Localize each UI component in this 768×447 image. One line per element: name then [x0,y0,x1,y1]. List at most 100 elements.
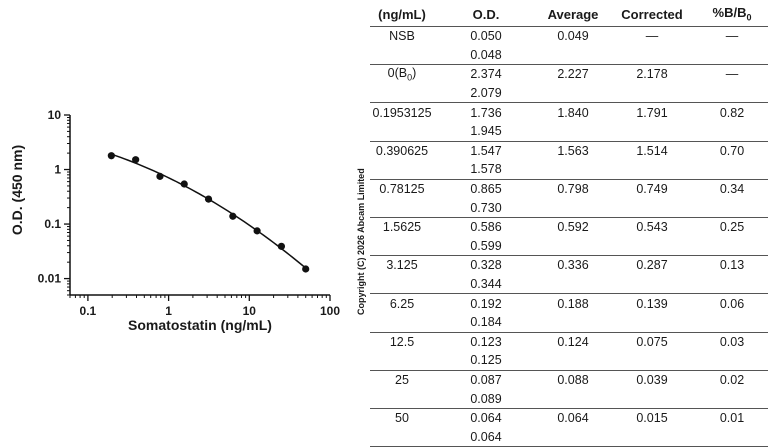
table-row-replicate: 0.344 [370,274,768,295]
cell-empty [538,427,608,447]
cell-od-1: 0.123 [470,334,502,349]
cell-od-2: 2.079 [434,83,538,104]
cell-od-1: 0.328 [470,258,502,273]
table-row-replicate: 0.599 [370,236,768,257]
cell-average: 1.840 [557,105,589,120]
cell-od-1: 1.547 [470,143,502,158]
cell-empty [538,121,608,142]
cell-empty [538,160,608,180]
y-tick-label: 0.01 [38,272,62,286]
y-tick-label: 1 [54,163,61,177]
cell-percent-b-b0: 0.34 [719,182,745,197]
cell-empty [696,45,768,66]
y-tick-label: 0.1 [44,217,61,231]
data-table: (ng/mL) O.D. Average Corrected %B/B0 NSB… [370,2,768,447]
data-point [107,152,115,160]
cell-empty [696,198,768,218]
table-row-replicate: 0.064 [370,427,768,447]
cell-empty [696,312,768,333]
standard-curve-chart: 10 1 0.1 0.01 0.1 1 10 100 Somatostatin (ng/mL)… [0,0,350,446]
table-row: 0.78125 0.865 0.798 0.749 0.34 [370,179,768,198]
table-row: 50 0.064 0.064 0.015 0.01 [370,408,768,427]
data-point [204,195,213,203]
cell-percent-b-b0: 0.03 [719,334,745,349]
table-row: 0.1953125 1.736 1.840 1.791 0.82 [370,103,768,122]
cell-empty [538,236,608,257]
cell-average: 0.049 [557,29,589,44]
header-average: Average [538,2,608,27]
table-row: 1.5625 0.586 0.592 0.543 0.25 [370,217,768,236]
cell-corrected: 0.015 [636,411,668,426]
cell-empty [608,83,696,104]
table-header-row: (ng/mL) O.D. Average Corrected %B/B0 [370,2,768,27]
cell-corrected: 0.749 [636,182,668,197]
cell-empty [370,351,434,371]
cell-corrected: 0.287 [636,258,668,273]
cell-empty [608,198,696,218]
cell-concentration: 0.78125 [379,182,425,197]
cell-corrected: 0.139 [636,296,668,311]
x-tick-label: 0.1 [80,304,97,318]
cell-od-2: 0.089 [434,389,538,409]
cell-od-2: 0.730 [434,198,538,218]
cell-concentration: 6.25 [389,296,415,311]
chart-axes [64,114,331,301]
cell-empty [696,160,768,180]
cell-concentration: NSB [389,29,415,44]
cell-percent-b-b0: 0.70 [719,143,745,158]
table-row: 3.125 0.328 0.336 0.287 0.13 [370,256,768,275]
cell-empty [370,389,434,409]
cell-empty [696,121,768,142]
conc-main: 0(B [387,66,408,81]
table-row: 0(B0) 2.374 2.227 2.178 — [370,65,768,84]
cell-empty [370,83,434,104]
table-row: NSB 0.050 0.049 — — [370,27,768,46]
cell-empty [370,121,434,142]
cell-corrected: 0.543 [636,220,668,235]
data-point [132,156,140,164]
data-point [253,227,261,235]
cell-concentration: 0.1953125 [372,105,432,120]
cell-empty [538,83,608,104]
cell-corrected: 2.178 [636,67,668,82]
cell-empty [696,389,768,409]
table-row-replicate: 1.578 [370,160,768,180]
cell-empty [370,45,434,66]
cell-empty [538,274,608,295]
cell-concentration: 1.5625 [382,220,422,235]
table-row-replicate: 1.945 [370,121,768,142]
cell-empty [608,236,696,257]
cell-empty [370,236,434,257]
cell-corrected: 0.039 [636,372,668,387]
x-tick-label: 1 [165,304,172,318]
header-corrected: Corrected [608,2,696,27]
x-tick-label: 10 [243,304,257,318]
data-point [156,172,164,180]
cell-od-1: 0.586 [470,220,502,235]
data-point [277,242,286,250]
cell-empty [538,45,608,66]
cell-percent-b-b0: — [725,67,739,82]
cell-empty [608,312,696,333]
table-row: 6.25 0.192 0.188 0.139 0.06 [370,294,768,313]
cell-empty [370,427,434,447]
cell-od-1: 0.087 [470,372,502,387]
cell-average: 0.336 [557,258,589,273]
cell-empty [370,198,434,218]
cell-od-2: 1.578 [434,160,538,180]
cell-empty [538,312,608,333]
cell-empty [608,427,696,447]
cell-concentration: 25 [395,372,409,387]
cell-corrected: 1.514 [636,143,668,158]
cell-empty [696,83,768,104]
table-row-replicate: 0.048 [370,45,768,66]
cell-od-2: 0.344 [434,274,538,295]
cell-od-2: 0.184 [434,312,538,333]
header-pct-sub: 0 [746,12,752,23]
cell-concentration: 3.125 [386,258,418,273]
cell-od-2: 1.945 [434,121,538,142]
conc-tail: ) [412,66,417,81]
cell-percent-b-b0: 0.25 [719,220,745,235]
cell-od-1: 1.736 [470,105,502,120]
table-row-replicate: 0.184 [370,312,768,333]
